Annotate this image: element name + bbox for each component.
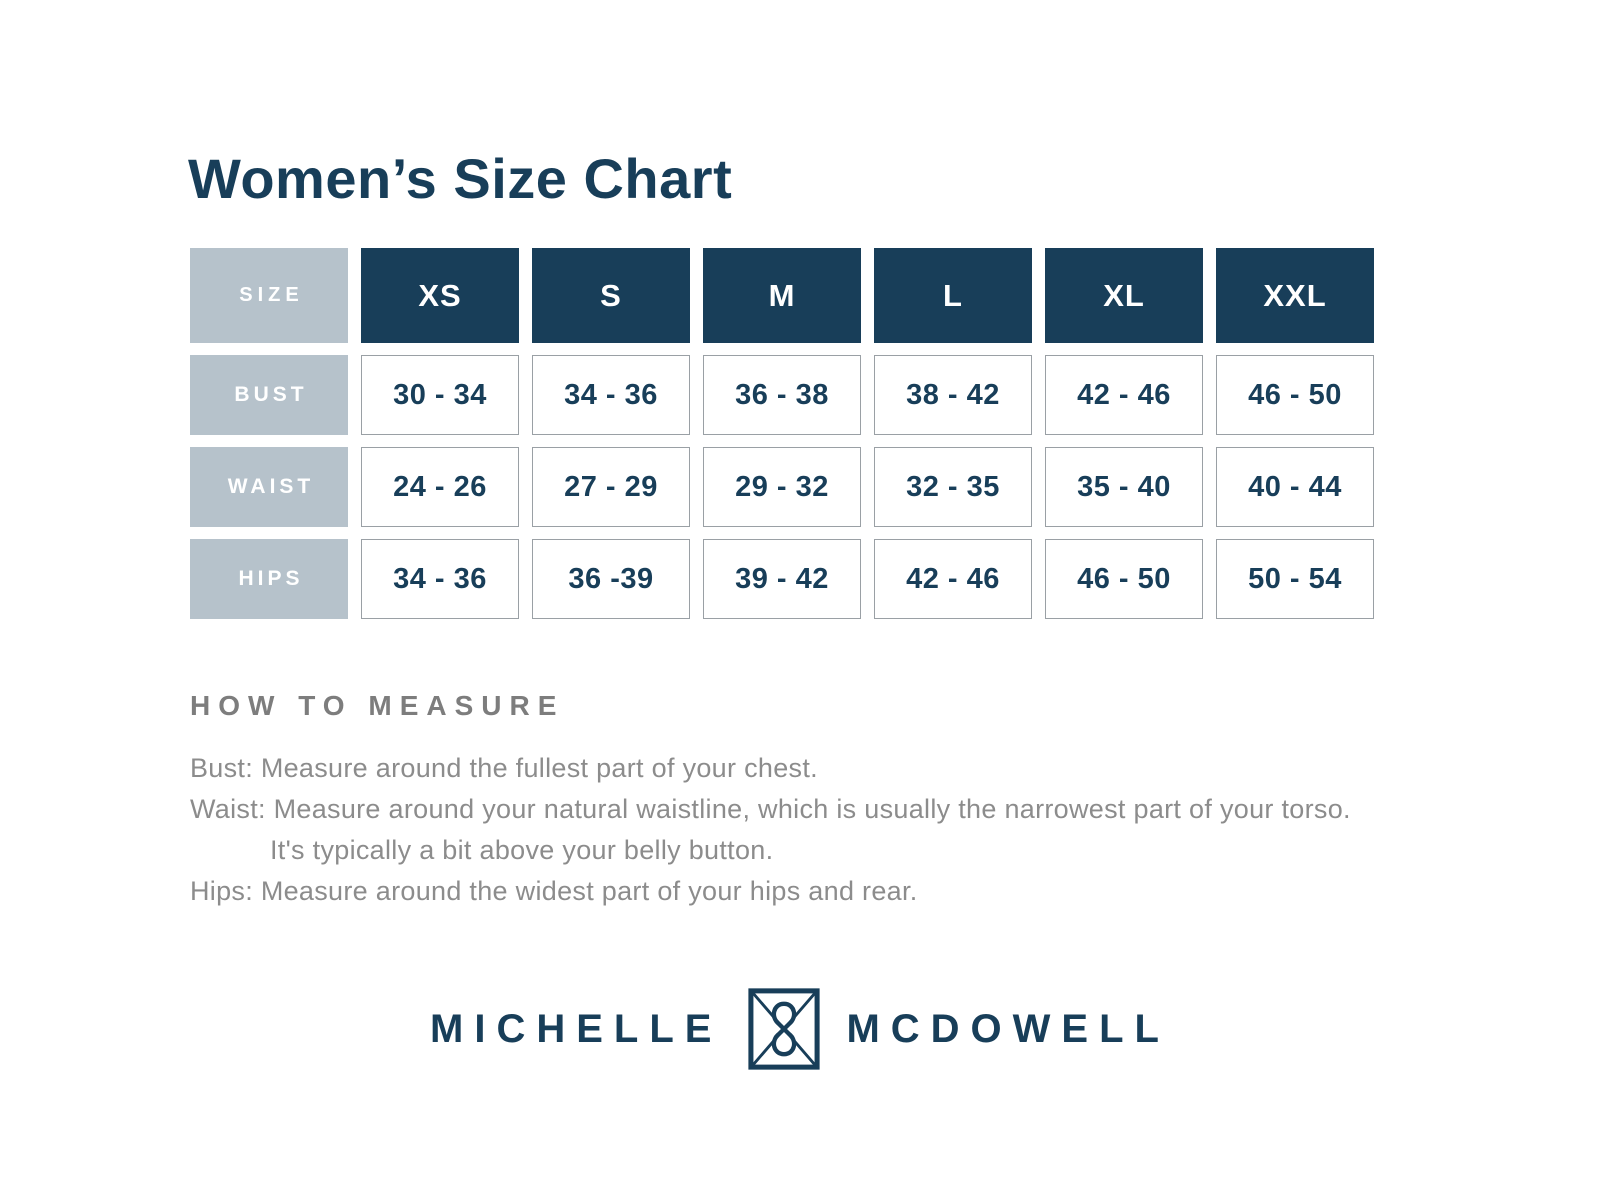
table-cell-hips-s: 36 -39: [532, 539, 690, 619]
table-cell-bust-m: 36 - 38: [703, 355, 861, 435]
table-cell-bust-s: 34 - 36: [532, 355, 690, 435]
column-header-xxl: XXL: [1216, 248, 1374, 343]
square-x-figure-eight-monogram-icon: [748, 988, 821, 1070]
table-cell-bust-xs: 30 - 34: [361, 355, 519, 435]
table-cell-waist-l: 32 - 35: [874, 447, 1032, 527]
column-header-l: L: [874, 248, 1032, 343]
table-cell-hips-m: 39 - 42: [703, 539, 861, 619]
column-header-m: M: [703, 248, 861, 343]
table-cell-waist-m: 29 - 32: [703, 447, 861, 527]
size-chart-table: SIZE XS S M L XL XXL BUST 30 - 34 34 - 3…: [190, 248, 1374, 619]
measure-instruction-waist: Waist: Measure around your natural waist…: [190, 794, 1351, 824]
how-to-measure-instructions: Bust: Measure around the fullest part of…: [190, 748, 1351, 912]
measure-instruction-waist-continued: It's typically a bit above your belly bu…: [270, 835, 774, 865]
table-cell-waist-xxl: 40 - 44: [1216, 447, 1374, 527]
how-to-measure-heading: HOW TO MEASURE: [190, 690, 565, 721]
table-cell-waist-xs: 24 - 26: [361, 447, 519, 527]
table-cell-bust-xxl: 46 - 50: [1216, 355, 1374, 435]
brand-logo: MICHELLE MCDOWELL: [0, 988, 1600, 1070]
table-cell-hips-xl: 46 - 50: [1045, 539, 1203, 619]
row-label-waist: WAIST: [190, 447, 348, 527]
row-label-bust: BUST: [190, 355, 348, 435]
row-label-hips: HIPS: [190, 539, 348, 619]
table-cell-waist-xl: 35 - 40: [1045, 447, 1203, 527]
column-header-s: S: [532, 248, 690, 343]
table-cell-waist-s: 27 - 29: [532, 447, 690, 527]
table-cell-hips-xxl: 50 - 54: [1216, 539, 1374, 619]
table-cell-hips-l: 42 - 46: [874, 539, 1032, 619]
brand-name-michelle: MICHELLE: [430, 1006, 723, 1051]
measure-instruction-bust: Bust: Measure around the fullest part of…: [190, 753, 818, 783]
table-cell-hips-xs: 34 - 36: [361, 539, 519, 619]
column-header-xl: XL: [1045, 248, 1203, 343]
measure-instruction-hips: Hips: Measure around the widest part of …: [190, 876, 918, 906]
brand-name-mcdowell: MCDOWELL: [846, 1006, 1170, 1051]
page-title: Women’s Size Chart: [188, 147, 733, 210]
table-cell-bust-xl: 42 - 46: [1045, 355, 1203, 435]
size-chart-corner-header: SIZE: [190, 248, 348, 343]
column-header-xs: XS: [361, 248, 519, 343]
table-cell-bust-l: 38 - 42: [874, 355, 1032, 435]
